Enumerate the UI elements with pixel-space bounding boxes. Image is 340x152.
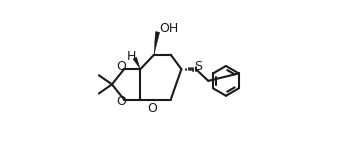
Polygon shape xyxy=(133,57,140,69)
Text: O: O xyxy=(116,95,126,108)
Text: OH: OH xyxy=(159,22,178,35)
Polygon shape xyxy=(154,32,160,55)
Text: H: H xyxy=(127,50,136,63)
Text: O: O xyxy=(116,60,126,73)
Text: S: S xyxy=(194,60,202,73)
Text: O: O xyxy=(147,102,157,115)
